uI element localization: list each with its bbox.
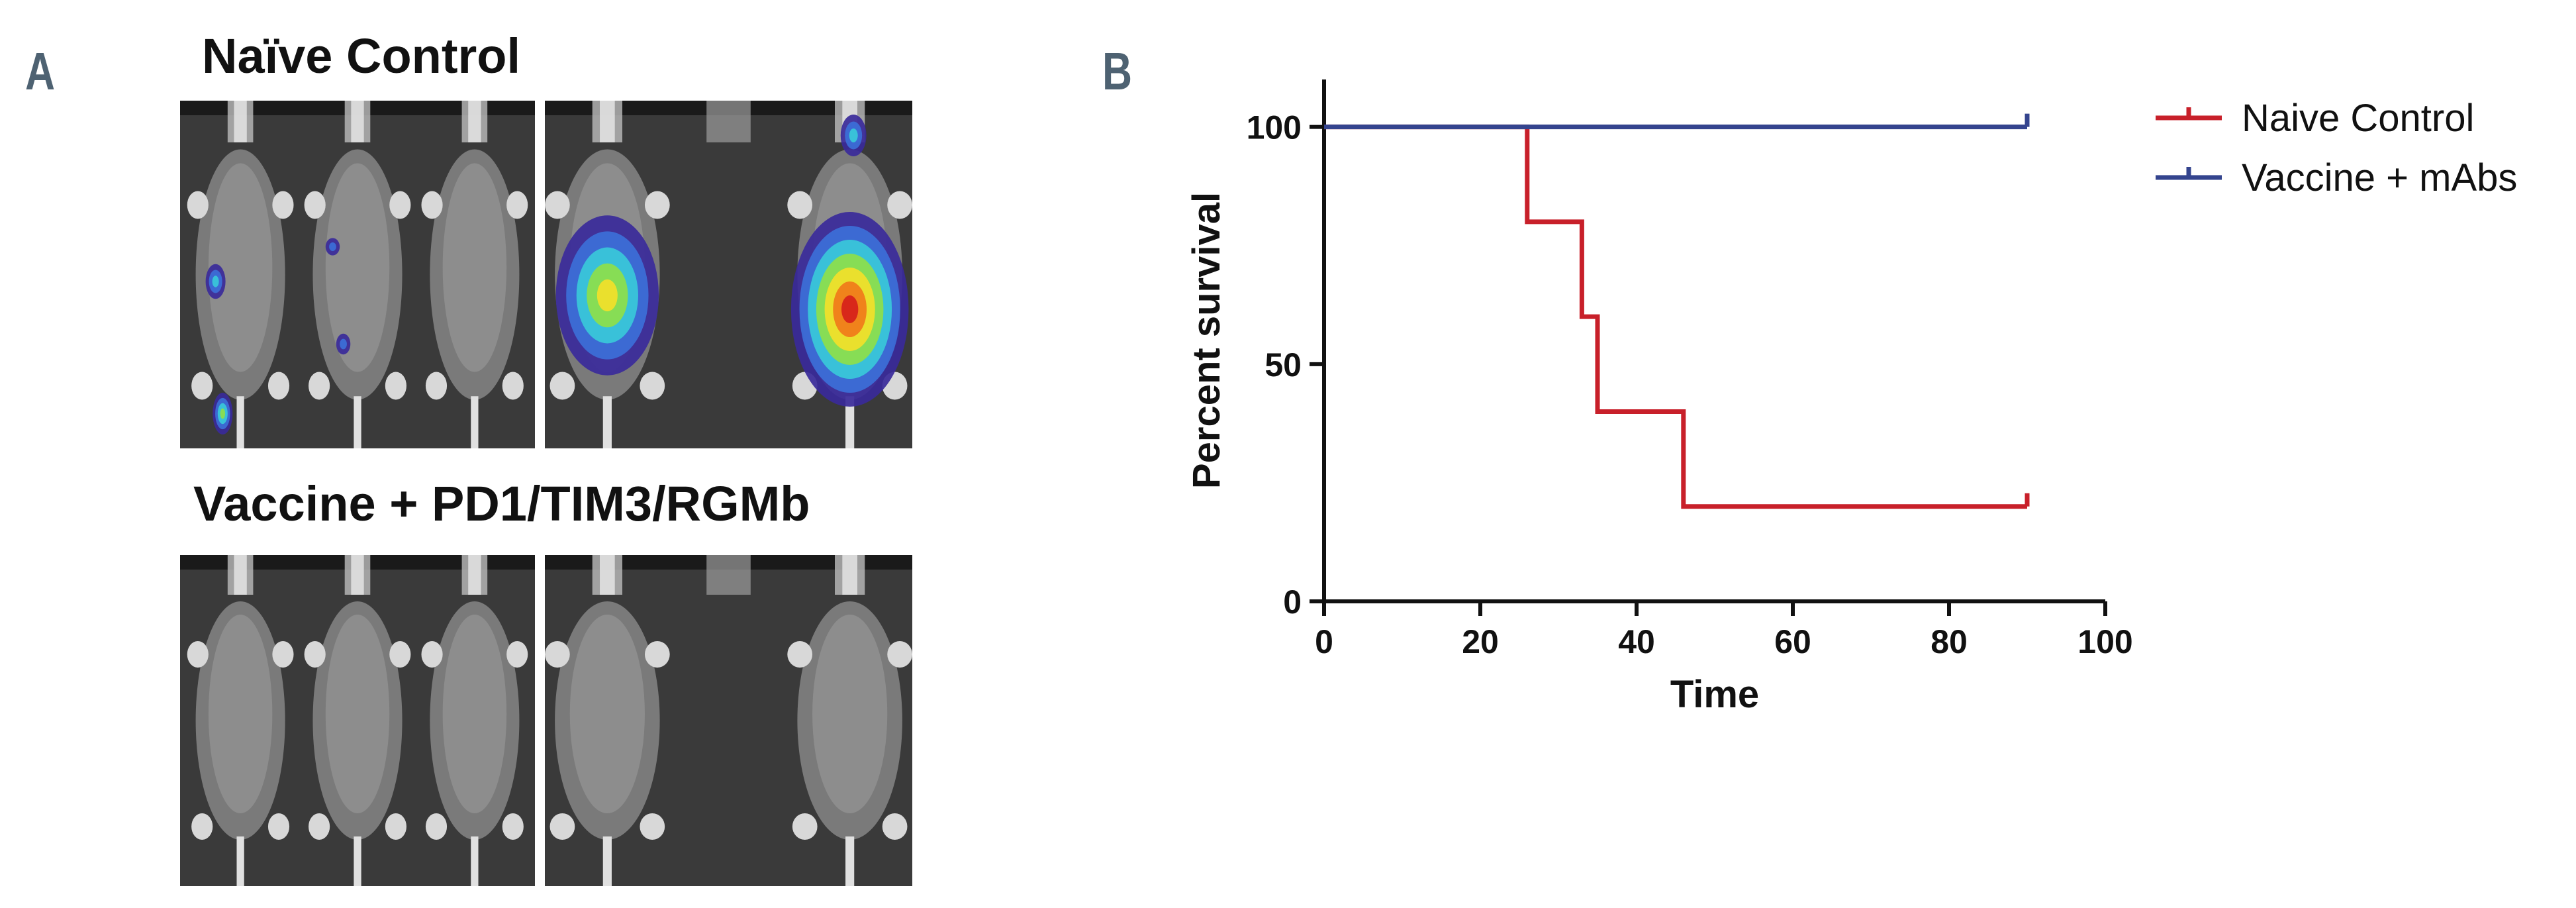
panel-a-letter: A bbox=[25, 42, 56, 101]
bioluminescence-signal-0-b bbox=[213, 393, 233, 434]
mouse-body-0-0 bbox=[187, 101, 294, 448]
chart-legend: Naive Control Vaccine + mAbs bbox=[2156, 97, 2517, 199]
legend-label: Naive Control bbox=[2242, 97, 2474, 140]
bioluminescence-signal-1-c bbox=[840, 115, 867, 156]
chart-axes: 0 20 40 60 80 100 0 50 100 bbox=[1247, 79, 2133, 660]
group-title-naive-control: Naïve Control bbox=[202, 28, 521, 83]
mouse-image-naive-left bbox=[180, 101, 535, 448]
mouse-image-vaccine-right bbox=[545, 555, 912, 886]
group-title-vaccine: Vaccine + PD1/TIM3/RGMb bbox=[193, 476, 810, 531]
mouse-body-0-1 bbox=[304, 101, 411, 448]
x-tick-label: 80 bbox=[1931, 623, 1968, 660]
mouse-body-2-1 bbox=[304, 555, 411, 886]
mouse-body-0-2 bbox=[421, 101, 528, 448]
legend-item-0: Naive Control bbox=[2156, 97, 2474, 140]
bioluminescence-signal-0-a bbox=[205, 264, 226, 299]
mouse-body-3-0 bbox=[545, 555, 670, 886]
bioluminescence-signal-0-c bbox=[325, 238, 340, 256]
mouse-image-vaccine-left bbox=[180, 555, 535, 886]
x-tick-label: 40 bbox=[1618, 623, 1655, 660]
mouse-body-2-0 bbox=[187, 555, 294, 886]
survival-chart: 0 20 40 60 80 100 0 50 100 Naive Control Vaccine … bbox=[1185, 79, 2517, 716]
panel-b-letter: B bbox=[1102, 42, 1133, 101]
legend-label: Vaccine + mAbs bbox=[2242, 156, 2517, 199]
mouse-body-3-1 bbox=[787, 555, 912, 886]
bioluminescence-signal-0-d bbox=[336, 333, 351, 355]
y-tick-label: 0 bbox=[1283, 583, 1302, 621]
x-tick-label: 100 bbox=[2077, 623, 2132, 660]
mouse-image-naive-right bbox=[545, 101, 912, 448]
y-tick-label: 50 bbox=[1264, 346, 1302, 383]
bioluminescence-signal-1-a bbox=[555, 215, 659, 376]
legend-item-1: Vaccine + mAbs bbox=[2156, 156, 2517, 199]
x-tick-label: 20 bbox=[1462, 623, 1499, 660]
x-tick-label: 0 bbox=[1315, 623, 1333, 660]
bioluminescence-signal-1-b bbox=[790, 212, 909, 407]
y-axis-label: Percent survival bbox=[1185, 192, 1228, 489]
chart-series bbox=[1324, 113, 2030, 509]
x-tick-label: 60 bbox=[1774, 623, 1811, 660]
x-axis-label: Time bbox=[1670, 673, 1759, 716]
series-line-0 bbox=[1324, 125, 2027, 509]
y-tick-label: 100 bbox=[1247, 109, 1302, 146]
mouse-body-2-2 bbox=[421, 555, 528, 886]
